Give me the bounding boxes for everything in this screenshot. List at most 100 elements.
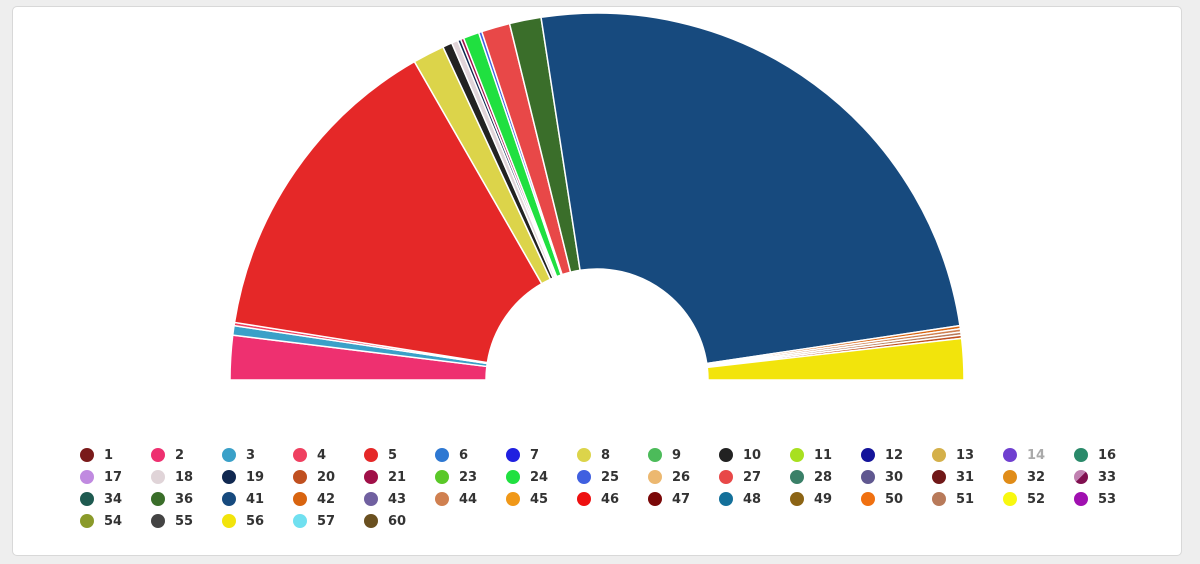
pie-slice-41[interactable] [540,12,961,365]
legend-item-10[interactable]: 10 [719,446,761,464]
legend-item-24[interactable]: 24 [506,468,548,486]
legend-item-57[interactable]: 57 [293,512,335,530]
legend-item-14[interactable]: 14 [1003,446,1045,464]
legend-item-53[interactable]: 53 [1074,490,1116,508]
legend-item-28[interactable]: 28 [790,468,832,486]
legend-marker-icon [648,448,662,462]
legend-item-55[interactable]: 55 [151,512,193,530]
legend-label: 60 [388,513,407,529]
legend-item-3[interactable]: 3 [222,446,255,464]
legend-label: 31 [956,469,975,485]
legend-label: 46 [601,491,620,507]
legend-label: 16 [1098,447,1117,463]
legend-marker-icon [577,448,591,462]
legend-item-20[interactable]: 20 [293,468,335,486]
legend-item-41[interactable]: 41 [222,490,264,508]
legend-marker-icon [222,470,236,484]
legend-label: 7 [530,447,540,463]
legend-marker-icon [435,448,449,462]
legend-item-42[interactable]: 42 [293,490,335,508]
legend-item-33[interactable]: 33 [1074,468,1116,486]
legend-item-48[interactable]: 48 [719,490,761,508]
legend-item-32[interactable]: 32 [1003,468,1045,486]
legend-label: 24 [530,469,549,485]
legend-item-49[interactable]: 49 [790,490,832,508]
legend-item-18[interactable]: 18 [151,468,193,486]
legend-label: 57 [317,513,336,529]
legend-item-27[interactable]: 27 [719,468,761,486]
legend-marker-icon [861,492,875,506]
legend-label: 56 [246,513,265,529]
legend-item-8[interactable]: 8 [577,446,610,464]
legend-item-17[interactable]: 17 [80,468,122,486]
legend-item-43[interactable]: 43 [364,490,406,508]
legend-marker-icon [577,492,591,506]
legend-label: 36 [175,491,194,507]
legend-label: 19 [246,469,265,485]
legend-item-54[interactable]: 54 [80,512,122,530]
legend-marker-icon [790,448,804,462]
legend-marker-icon [1003,492,1017,506]
legend-item-2[interactable]: 2 [151,446,184,464]
legend-marker-icon [861,448,875,462]
legend-item-44[interactable]: 44 [435,490,477,508]
legend-label: 34 [104,491,123,507]
legend-item-13[interactable]: 13 [932,446,974,464]
legend-label: 43 [388,491,407,507]
legend-marker-icon [364,514,378,528]
legend-marker-icon [435,492,449,506]
legend-item-25[interactable]: 25 [577,468,619,486]
legend-item-21[interactable]: 21 [364,468,406,486]
legend-item-5[interactable]: 5 [364,446,397,464]
legend-item-1[interactable]: 1 [80,446,113,464]
legend-marker-icon [80,514,94,528]
legend-item-45[interactable]: 45 [506,490,548,508]
pie-slice-56[interactable] [706,337,965,381]
legend-marker-icon [293,514,307,528]
legend-marker-icon [222,448,236,462]
legend-label: 5 [388,447,398,463]
legend-label: 42 [317,491,336,507]
legend-label: 30 [885,469,904,485]
legend-item-30[interactable]: 30 [861,468,903,486]
legend-item-46[interactable]: 46 [577,490,619,508]
legend-item-60[interactable]: 60 [364,512,406,530]
legend-item-19[interactable]: 19 [222,468,264,486]
legend-item-11[interactable]: 11 [790,446,832,464]
legend-item-36[interactable]: 36 [151,490,193,508]
legend-label: 1 [104,447,114,463]
legend-item-56[interactable]: 56 [222,512,264,530]
legend-item-31[interactable]: 31 [932,468,974,486]
legend-item-47[interactable]: 47 [648,490,690,508]
legend-marker-icon [151,448,165,462]
legend-marker-icon [1074,448,1088,462]
legend-marker-icon [506,470,520,484]
legend-item-6[interactable]: 6 [435,446,468,464]
legend-label: 23 [459,469,478,485]
pie-slice-5[interactable] [233,60,543,364]
legend-label: 17 [104,469,123,485]
legend-item-26[interactable]: 26 [648,468,690,486]
legend-item-51[interactable]: 51 [932,490,974,508]
legend-marker-icon [719,448,733,462]
legend-item-7[interactable]: 7 [506,446,539,464]
legend-marker-icon [364,448,378,462]
legend-item-52[interactable]: 52 [1003,490,1045,508]
legend-marker-icon [151,470,165,484]
legend-item-34[interactable]: 34 [80,490,122,508]
legend-label: 11 [814,447,833,463]
legend-item-23[interactable]: 23 [435,468,477,486]
legend-item-4[interactable]: 4 [293,446,326,464]
legend-marker-icon [80,470,94,484]
legend-label: 50 [885,491,904,507]
legend-marker-icon [719,492,733,506]
legend-item-9[interactable]: 9 [648,446,681,464]
legend-item-50[interactable]: 50 [861,490,903,508]
legend-marker-icon [790,492,804,506]
legend-label: 55 [175,513,194,529]
legend-label: 13 [956,447,975,463]
legend-item-12[interactable]: 12 [861,446,903,464]
legend-item-16[interactable]: 16 [1074,446,1116,464]
legend-marker-icon [1074,470,1088,484]
